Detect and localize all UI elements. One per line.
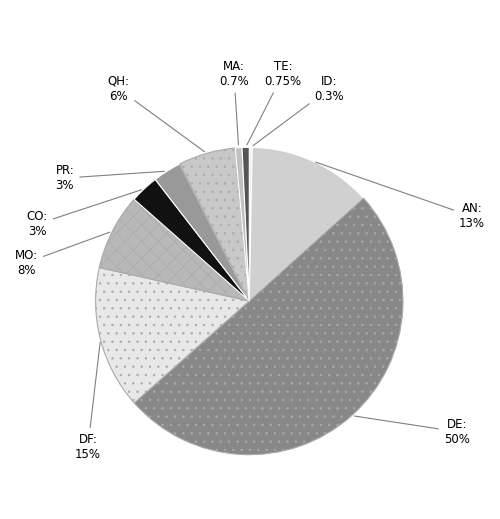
- Text: MO:
8%: MO: 8%: [15, 232, 110, 277]
- Text: MA:
0.7%: MA: 0.7%: [219, 60, 249, 145]
- Text: AN:
13%: AN: 13%: [316, 162, 485, 230]
- Text: DF:
15%: DF: 15%: [75, 342, 101, 461]
- Wedge shape: [250, 147, 252, 301]
- Wedge shape: [134, 180, 250, 301]
- Wedge shape: [96, 267, 250, 403]
- Wedge shape: [236, 147, 250, 301]
- Text: QH:
6%: QH: 6%: [108, 75, 204, 152]
- Wedge shape: [180, 148, 250, 301]
- Wedge shape: [134, 198, 403, 455]
- Wedge shape: [156, 164, 250, 301]
- Wedge shape: [100, 199, 250, 301]
- Text: ID:
0.3%: ID: 0.3%: [253, 75, 344, 146]
- Text: PR:
3%: PR: 3%: [56, 164, 164, 192]
- Text: DE:
50%: DE: 50%: [354, 416, 470, 446]
- Text: CO:
3%: CO: 3%: [26, 190, 142, 238]
- Wedge shape: [242, 147, 250, 301]
- Text: TE:
0.75%: TE: 0.75%: [247, 60, 302, 145]
- Wedge shape: [250, 147, 364, 301]
